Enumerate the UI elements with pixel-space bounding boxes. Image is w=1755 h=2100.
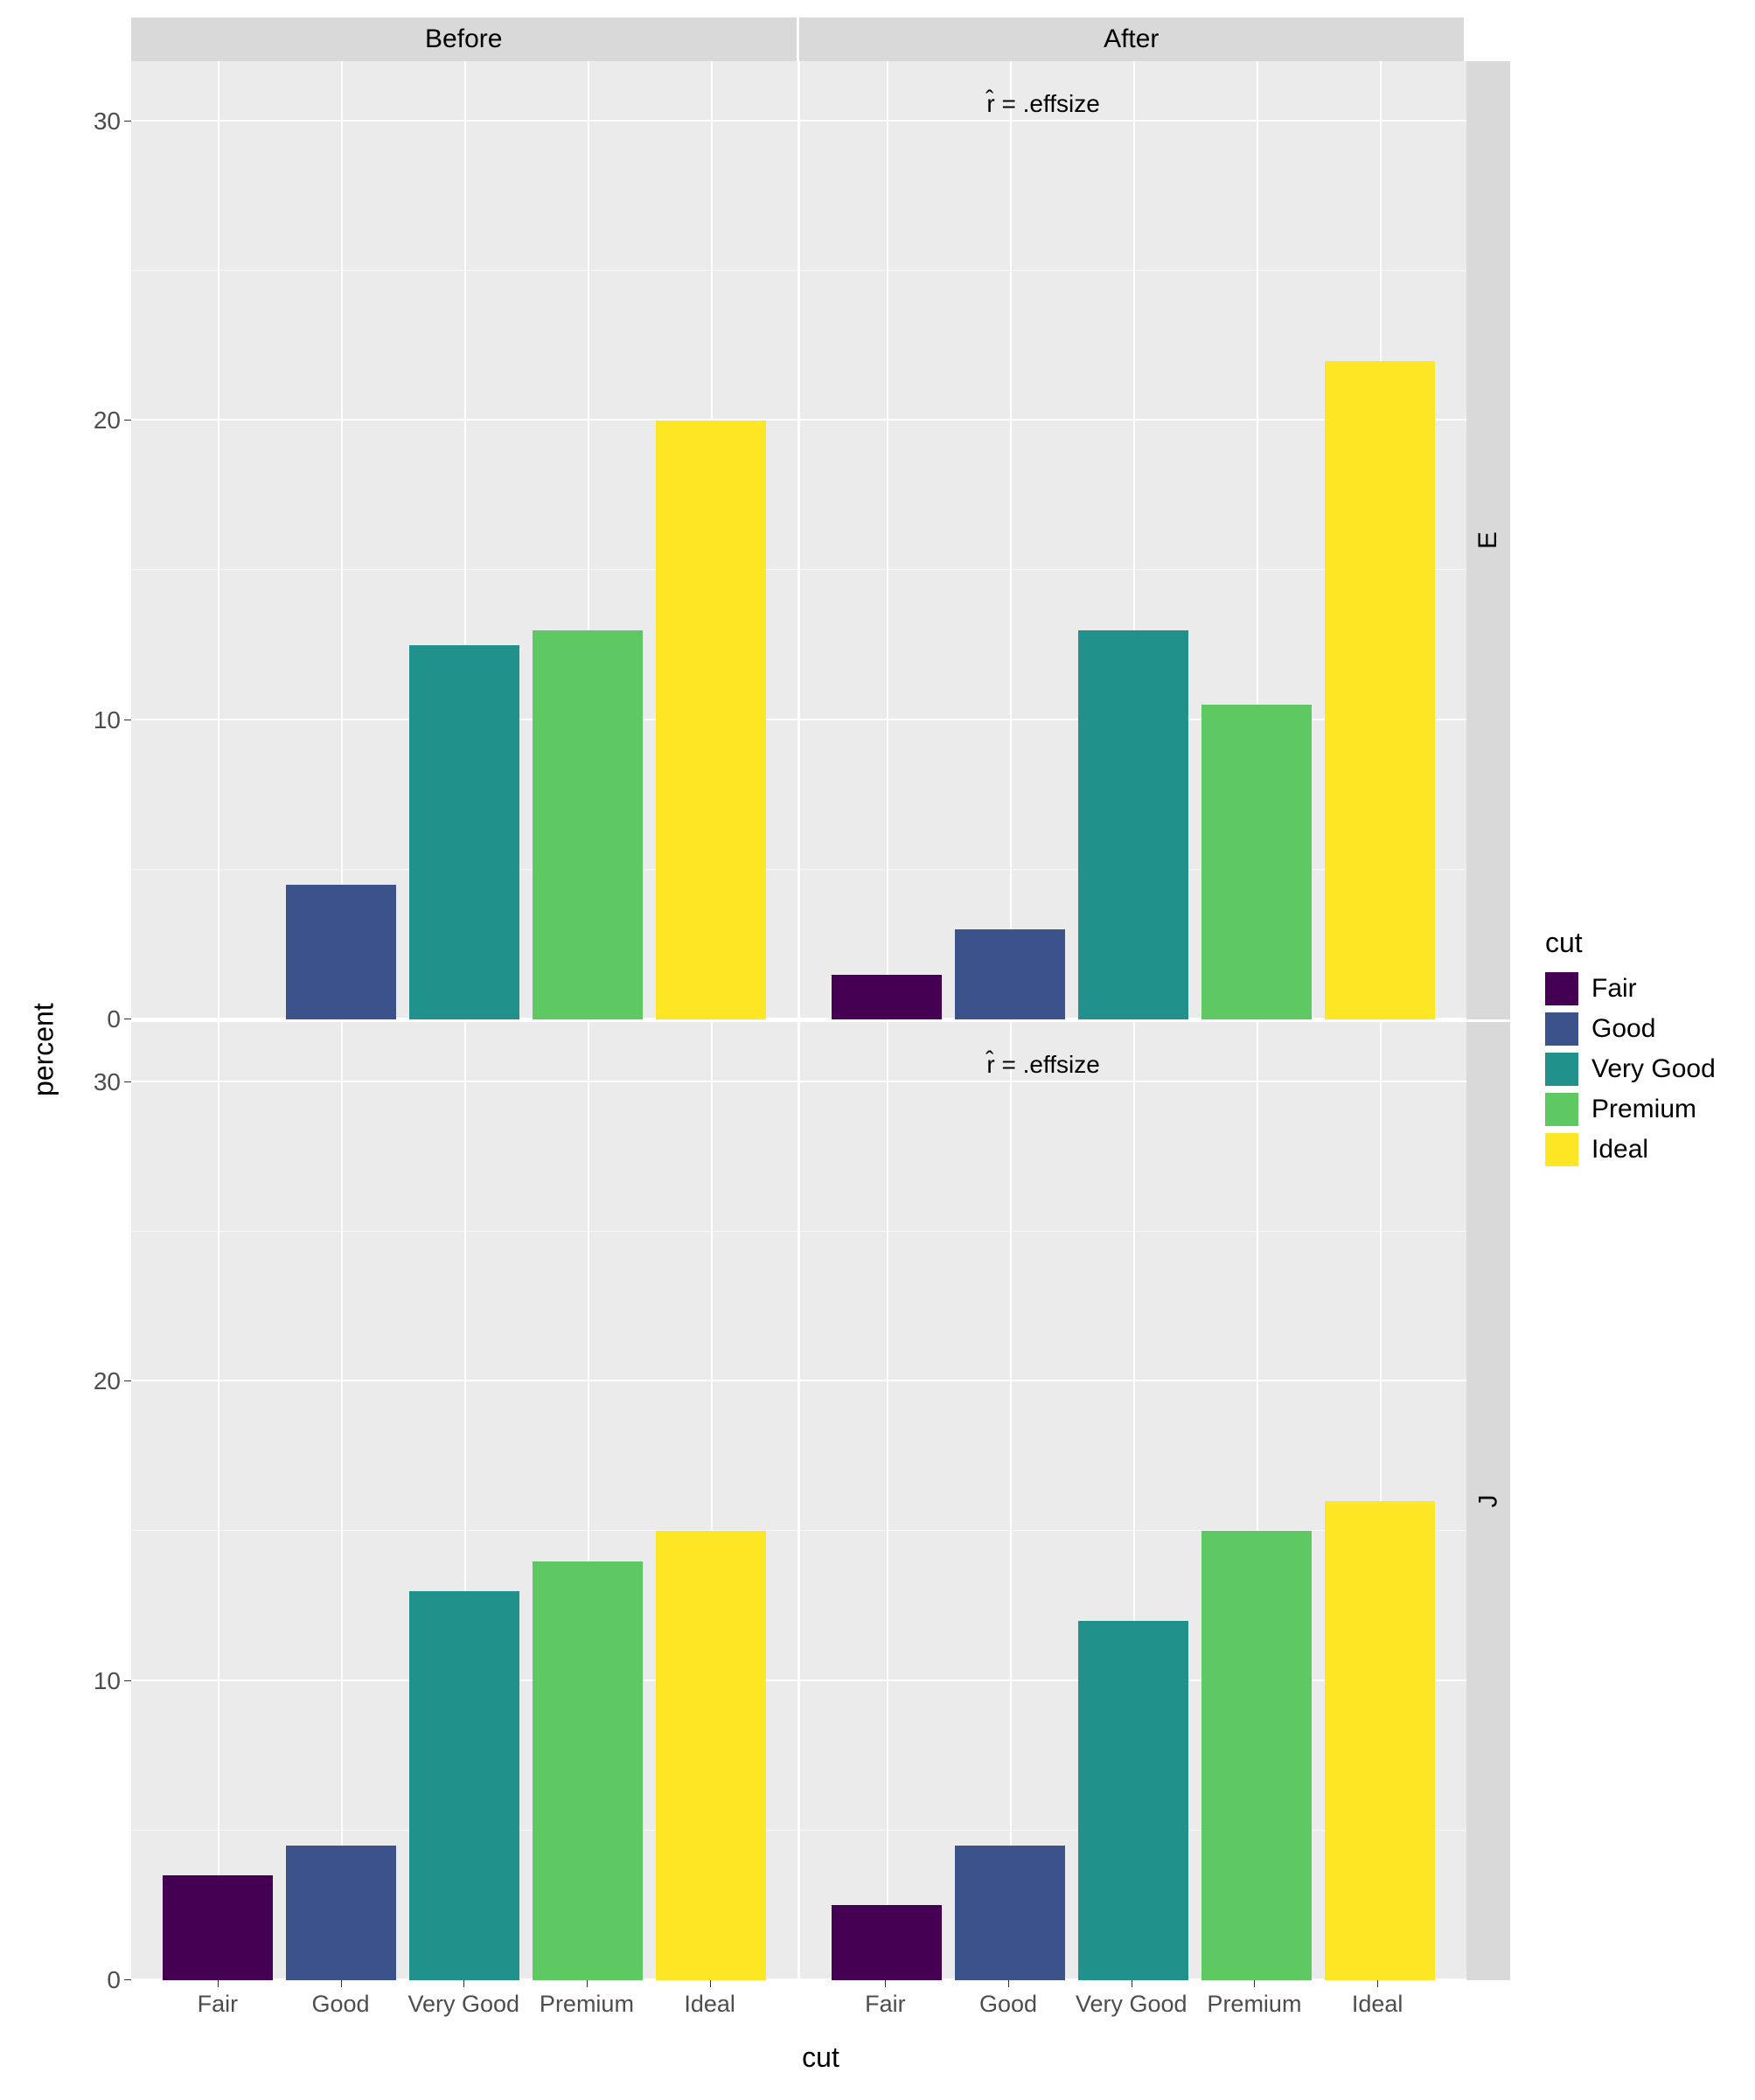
row-strip-label: E (1473, 532, 1503, 549)
grid-body: Before After 0102030r̂ = .effsizeE010203… (70, 17, 1510, 2083)
x-axis-panel: Fair Good Very Good Premium Ideal (131, 1980, 797, 2033)
bar (1201, 705, 1312, 1019)
legend-swatch (1545, 1093, 1578, 1126)
bar (1078, 630, 1188, 1019)
plot-area: r̂ = .effsize (800, 1022, 1466, 1980)
x-tick-label: Ideal (1352, 1991, 1403, 2018)
rows-container: 0102030r̂ = .effsizeE0102030r̂ = .effsiz… (70, 61, 1510, 1980)
col-headers: Before After (131, 17, 1510, 61)
bar (409, 1591, 519, 1980)
bar (832, 975, 942, 1019)
y-tick-label: 10 (94, 1667, 121, 1695)
legend-item: Very Good (1545, 1053, 1755, 1086)
panel: r̂ = .effsize (800, 61, 1466, 1019)
panels-row: r̂ = .effsize (131, 1022, 1466, 1980)
bar (656, 1531, 766, 1980)
legend-label: Ideal (1591, 1135, 1648, 1165)
panel (131, 1022, 797, 1980)
x-tick-label: Fair (198, 1991, 239, 2018)
legend-label: Fair (1591, 974, 1637, 1004)
y-tick-label: 30 (94, 1068, 121, 1096)
row-strip: E (1466, 61, 1510, 1019)
legend-item: Ideal (1545, 1133, 1755, 1166)
legend-label: Premium (1591, 1095, 1696, 1124)
x-tick-label: Fair (865, 1991, 906, 2018)
x-tick-label: Ideal (684, 1991, 735, 2018)
x-tick-label: Good (312, 1991, 370, 2018)
col-header-before: Before (131, 17, 797, 61)
bar (533, 630, 643, 1019)
y-axis-ticks: 0102030 (70, 1022, 131, 1980)
y-tick-label: 20 (94, 1367, 121, 1395)
row-strip-label: J (1473, 1495, 1503, 1508)
x-tick-label: Very Good (1076, 1991, 1187, 2018)
legend-item: Premium (1545, 1093, 1755, 1126)
panels-row: r̂ = .effsize (131, 61, 1466, 1019)
x-tick-label: Premium (1207, 1991, 1301, 2018)
legend-swatch (1545, 1133, 1578, 1166)
y-tick-label: 20 (94, 407, 121, 435)
legend-label: Very Good (1591, 1054, 1716, 1084)
bar (1325, 361, 1435, 1020)
annotation-text: r̂ = .effsize (986, 1051, 1099, 1079)
bar (163, 1875, 273, 1980)
bar (1201, 1531, 1312, 1980)
plot-area (131, 1022, 797, 1980)
legend-swatch (1545, 972, 1578, 1005)
bar (955, 929, 1065, 1019)
facet-row: 0102030r̂ = .effsizeE (70, 61, 1510, 1019)
chart-container: percent Before After 0 10 20 30 r̂ = .effsiz… (17, 17, 1755, 2083)
legend: cut Fair Good Very Good Premium Ideal (1510, 17, 1755, 2083)
y-tick-label: 10 (94, 706, 121, 734)
chart-main: percent Before After 0 10 20 30 r̂ = .effsiz… (17, 17, 1510, 2083)
bar (1078, 1621, 1188, 1980)
legend-items: Fair Good Very Good Premium Ideal (1545, 972, 1755, 1173)
bar (832, 1905, 942, 1980)
x-tick-label: Premium (540, 1991, 634, 2018)
y-axis-label: percent (17, 17, 70, 2083)
legend-item: Good (1545, 1012, 1755, 1046)
bar (286, 1846, 396, 1980)
row-strip: J (1466, 1022, 1510, 1980)
bar (533, 1561, 643, 1981)
legend-swatch (1545, 1012, 1578, 1046)
legend-label: Good (1591, 1014, 1655, 1044)
legend-title: cut (1545, 927, 1755, 959)
y-tick-label: 0 (107, 1966, 121, 1994)
col-header-after: After (799, 17, 1465, 61)
x-tick-label: Good (979, 1991, 1037, 2018)
annotation-text: r̂ = .effsize (986, 90, 1099, 118)
legend-swatch (1545, 1053, 1578, 1086)
legend-item: Fair (1545, 972, 1755, 1005)
plot-area (131, 61, 797, 1019)
y-tick-label: 30 (94, 108, 121, 136)
y-axis-ticks: 0102030 (70, 61, 131, 1019)
panel (131, 61, 797, 1019)
bar (409, 645, 519, 1019)
bar (656, 421, 766, 1019)
plot-area: r̂ = .effsize (800, 61, 1466, 1019)
panel: r̂ = .effsize (800, 1022, 1466, 1980)
bar (286, 885, 396, 1019)
facet-row: 0102030r̂ = .effsizeJ (70, 1022, 1510, 1980)
x-tick-label: Very Good (407, 1991, 519, 2018)
bar (1325, 1501, 1435, 1980)
x-axis-label: cut (131, 2033, 1510, 2083)
x-axis-panel: Fair Good Very Good Premium Ideal (799, 1980, 1465, 2033)
facet-grid: percent Before After 0 10 20 30 r̂ = .effsiz… (17, 17, 1510, 2083)
bar (955, 1846, 1065, 1980)
x-axis: Fair Good Very Good Premium Ideal Fair Good Ver… (131, 1980, 1510, 2033)
